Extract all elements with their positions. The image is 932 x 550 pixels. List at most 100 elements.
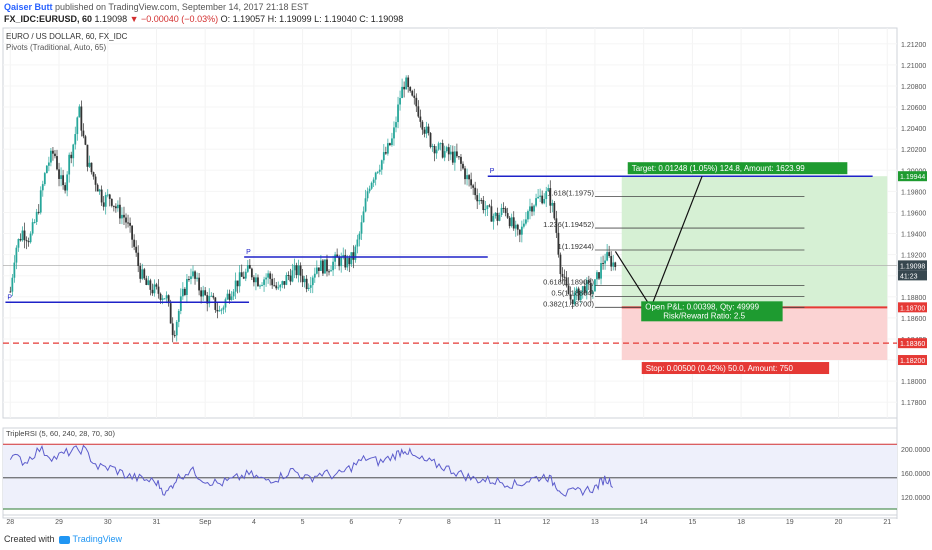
candle-body [133,239,136,247]
price-badge: 1.18700 [898,302,927,313]
candle-body [541,195,544,204]
candle-body [427,126,430,134]
x-tick-label: 29 [55,519,63,526]
candle-body [447,147,450,155]
price-badge: 1.19944 [898,171,927,182]
x-tick-label: 7 [398,519,402,526]
candle-body [585,280,588,294]
candle-body [433,146,436,154]
candle-body [244,271,247,279]
candle-body [555,218,558,233]
stop-label-text: Stop: 0.00500 (0.42%) 50.0, Amount: 750 [646,364,794,373]
candle-body [41,184,44,191]
candle-body [484,208,487,211]
candle-body [261,284,263,286]
price-badge-bg [898,338,927,349]
candle-body [9,291,12,293]
x-tick-label: 14 [640,519,648,526]
candle-body [108,194,111,199]
x-tick-label: 12 [542,519,550,526]
candle-body [453,151,456,163]
y-tick-label: 1.20200 [901,147,926,154]
candle-body [395,122,397,128]
candle-body [230,296,233,300]
candle-body [129,222,131,226]
candle-body [228,293,231,300]
candle-body [423,129,426,134]
candle-body [165,295,168,299]
publish-info: Qaiser Butt published on TradingView.com… [4,2,309,12]
x-tick-label: 30 [104,519,112,526]
price-badge: 1.18360 [898,338,927,349]
candle-body [188,278,190,280]
candle-body [425,126,428,134]
candle-body [565,277,568,286]
candle-body [470,179,473,186]
candle-body [435,149,438,154]
candle-body [58,169,60,179]
candle-body [577,288,580,301]
candle-body [186,278,188,295]
candle-body [567,285,570,295]
stop-label: Stop: 0.00500 (0.42%) 50.0, Amount: 750 [641,362,830,375]
price-badge: 1.19098 [898,260,927,271]
candle-body [557,232,560,255]
x-tick-label: 28 [6,519,14,526]
candle-body [21,230,24,241]
candle-body [114,206,117,209]
candle-body [31,222,34,234]
candle-body [514,224,517,229]
candle-body [431,146,434,148]
candle-body [344,255,347,268]
candle-body [45,165,48,174]
candle-body [330,270,332,272]
candle-body [456,151,458,157]
candle-body [315,267,318,274]
candle-body [86,144,89,167]
pnl-label-line2: Risk/Reward Ratio: 2.5 [663,311,745,320]
candle-body [352,252,355,260]
candle-body [271,278,274,286]
candle-body [153,284,156,294]
candle-body [277,287,280,289]
price-badge: 41:23 [898,270,927,281]
candle-body [236,280,239,287]
candle-body [368,188,371,192]
tradingview-link[interactable]: TradingView [72,534,123,544]
candle-body [212,295,215,298]
candle-body [56,156,58,170]
candle-body [397,104,399,123]
candle-body [259,285,261,287]
y-tick-label: 1.18800 [901,295,926,302]
candle-body [175,321,178,336]
candle-body [131,225,134,240]
candle-body [462,163,464,169]
candle-body [253,277,255,283]
candle-body [468,175,470,180]
candle-body [356,239,359,247]
candle-body [240,272,243,277]
candle-body [496,212,499,221]
candle-body [47,162,50,166]
candle-body [68,154,71,175]
candle-body [614,262,617,268]
candle-body [441,143,444,158]
candle-body [322,260,324,274]
price-badge-bg [898,270,927,281]
candle-body [602,263,604,265]
candle-body [177,310,180,322]
candle-body [340,257,343,267]
created-with-text: Created with [4,534,55,544]
candle-body [579,291,582,301]
candle-body [210,295,213,297]
candle-body [74,134,77,145]
author-link[interactable]: Qaiser Butt [4,2,53,12]
candle-body [39,190,42,213]
y-tick-label: 1.20800 [901,84,926,91]
candle-body [301,275,304,283]
candle-body [575,288,578,293]
x-tick-label: 18 [737,519,745,526]
fib-level-label: 1(1.19244) [558,242,595,251]
candle-body [151,289,154,294]
